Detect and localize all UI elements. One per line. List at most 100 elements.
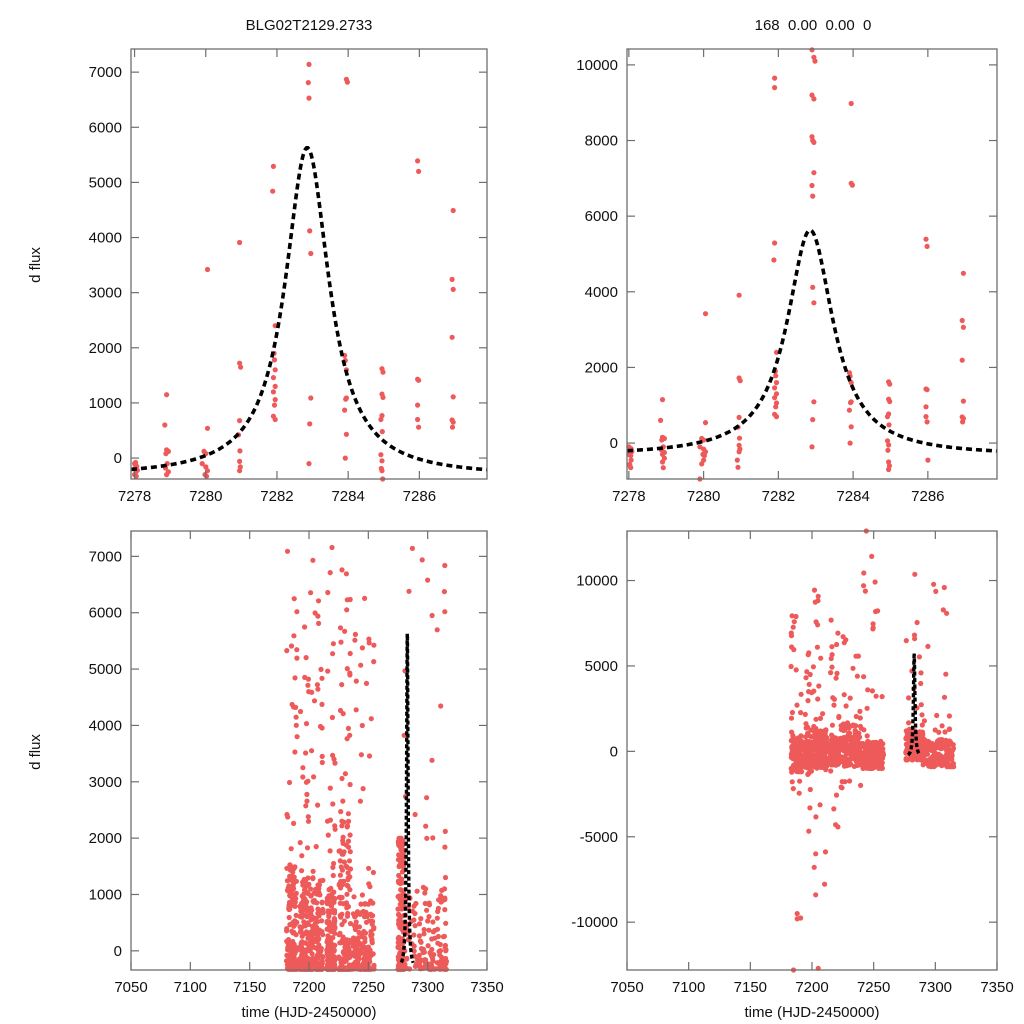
data-point (435, 905, 441, 911)
data-point (861, 583, 867, 589)
data-point (358, 662, 364, 668)
data-point (355, 963, 361, 969)
x-tick-label: 7282 (762, 488, 795, 505)
data-point (204, 425, 211, 431)
data-point (735, 464, 741, 470)
data-point (834, 670, 840, 677)
data-point (823, 749, 829, 755)
data-point (887, 381, 893, 387)
x-axis-label: time (HJD-2450000) (241, 1004, 376, 1021)
data-point (396, 863, 402, 870)
data-point (237, 360, 243, 366)
data-point (351, 894, 357, 900)
data-point (911, 746, 917, 753)
data-point (308, 905, 314, 911)
data-point (329, 544, 335, 551)
data-point (416, 424, 422, 430)
data-point (303, 655, 309, 661)
data-point (872, 740, 879, 747)
data-point (844, 745, 851, 752)
data-point (301, 876, 307, 883)
y-axis-label: d flux (27, 247, 44, 283)
data-point (864, 733, 870, 739)
data-point (379, 413, 385, 419)
data-point (876, 757, 882, 763)
data-point (315, 686, 321, 692)
data-point (450, 207, 456, 214)
data-point (339, 682, 345, 688)
data-point (309, 951, 315, 957)
data-point (788, 663, 794, 670)
data-point (736, 435, 743, 441)
y-tick-label: 2000 (89, 830, 122, 847)
data-point (873, 608, 879, 615)
data-point (294, 734, 300, 740)
data-point (442, 828, 448, 835)
data-point (291, 704, 297, 710)
data-point (284, 548, 291, 554)
data-point (946, 726, 953, 732)
data-point (294, 609, 300, 615)
data-point (292, 920, 298, 926)
data-point (332, 760, 338, 766)
data-point (791, 743, 797, 749)
data-point (347, 832, 353, 838)
data-point (329, 955, 335, 961)
data-point (271, 402, 278, 408)
data-point (272, 367, 278, 373)
data-point (396, 911, 402, 918)
data-point (325, 937, 331, 943)
data-point (270, 163, 276, 169)
data-point (811, 688, 817, 694)
data-point (788, 738, 794, 744)
data-point (304, 798, 310, 804)
data-point (272, 416, 278, 423)
y-tick-label: 6000 (585, 208, 618, 225)
data-point (343, 571, 349, 577)
data-point (297, 708, 304, 715)
data-point (347, 874, 353, 880)
data-point (828, 768, 834, 774)
data-point (812, 58, 818, 64)
data-point (344, 823, 351, 829)
data-point (304, 845, 311, 851)
data-point (421, 927, 427, 933)
data-point (659, 437, 665, 443)
data-point (347, 849, 353, 855)
data-point (320, 906, 326, 912)
data-point (355, 942, 361, 948)
data-point (920, 762, 926, 768)
model-curve (130, 146, 488, 472)
y-tick-label: 1000 (89, 886, 122, 903)
data-point (866, 744, 872, 751)
data-point (414, 957, 421, 963)
data-point (804, 740, 810, 746)
data-point (912, 753, 919, 760)
data-point (133, 459, 139, 466)
data-point (839, 740, 845, 747)
data-point (286, 906, 292, 913)
data-point (303, 750, 309, 756)
y-tick-label: -5000 (580, 829, 618, 846)
data-point (814, 644, 821, 650)
data-point (939, 723, 945, 729)
data-point (793, 667, 799, 673)
data-point (305, 80, 311, 86)
data-point (803, 721, 809, 727)
data-point (286, 964, 292, 970)
data-point (424, 835, 430, 841)
data-point (327, 848, 333, 854)
data-point (340, 711, 346, 717)
data-point (352, 637, 358, 643)
data-point (943, 671, 949, 677)
data-point (829, 664, 835, 670)
data-point (861, 674, 867, 680)
data-point (298, 908, 304, 915)
data-point (790, 624, 796, 630)
data-point (347, 781, 353, 788)
data-point (237, 458, 243, 464)
data-point (843, 750, 850, 756)
panel-title: 168 0.00 0.00 0 (755, 17, 872, 34)
data-point (271, 357, 278, 363)
data-point (337, 912, 343, 919)
